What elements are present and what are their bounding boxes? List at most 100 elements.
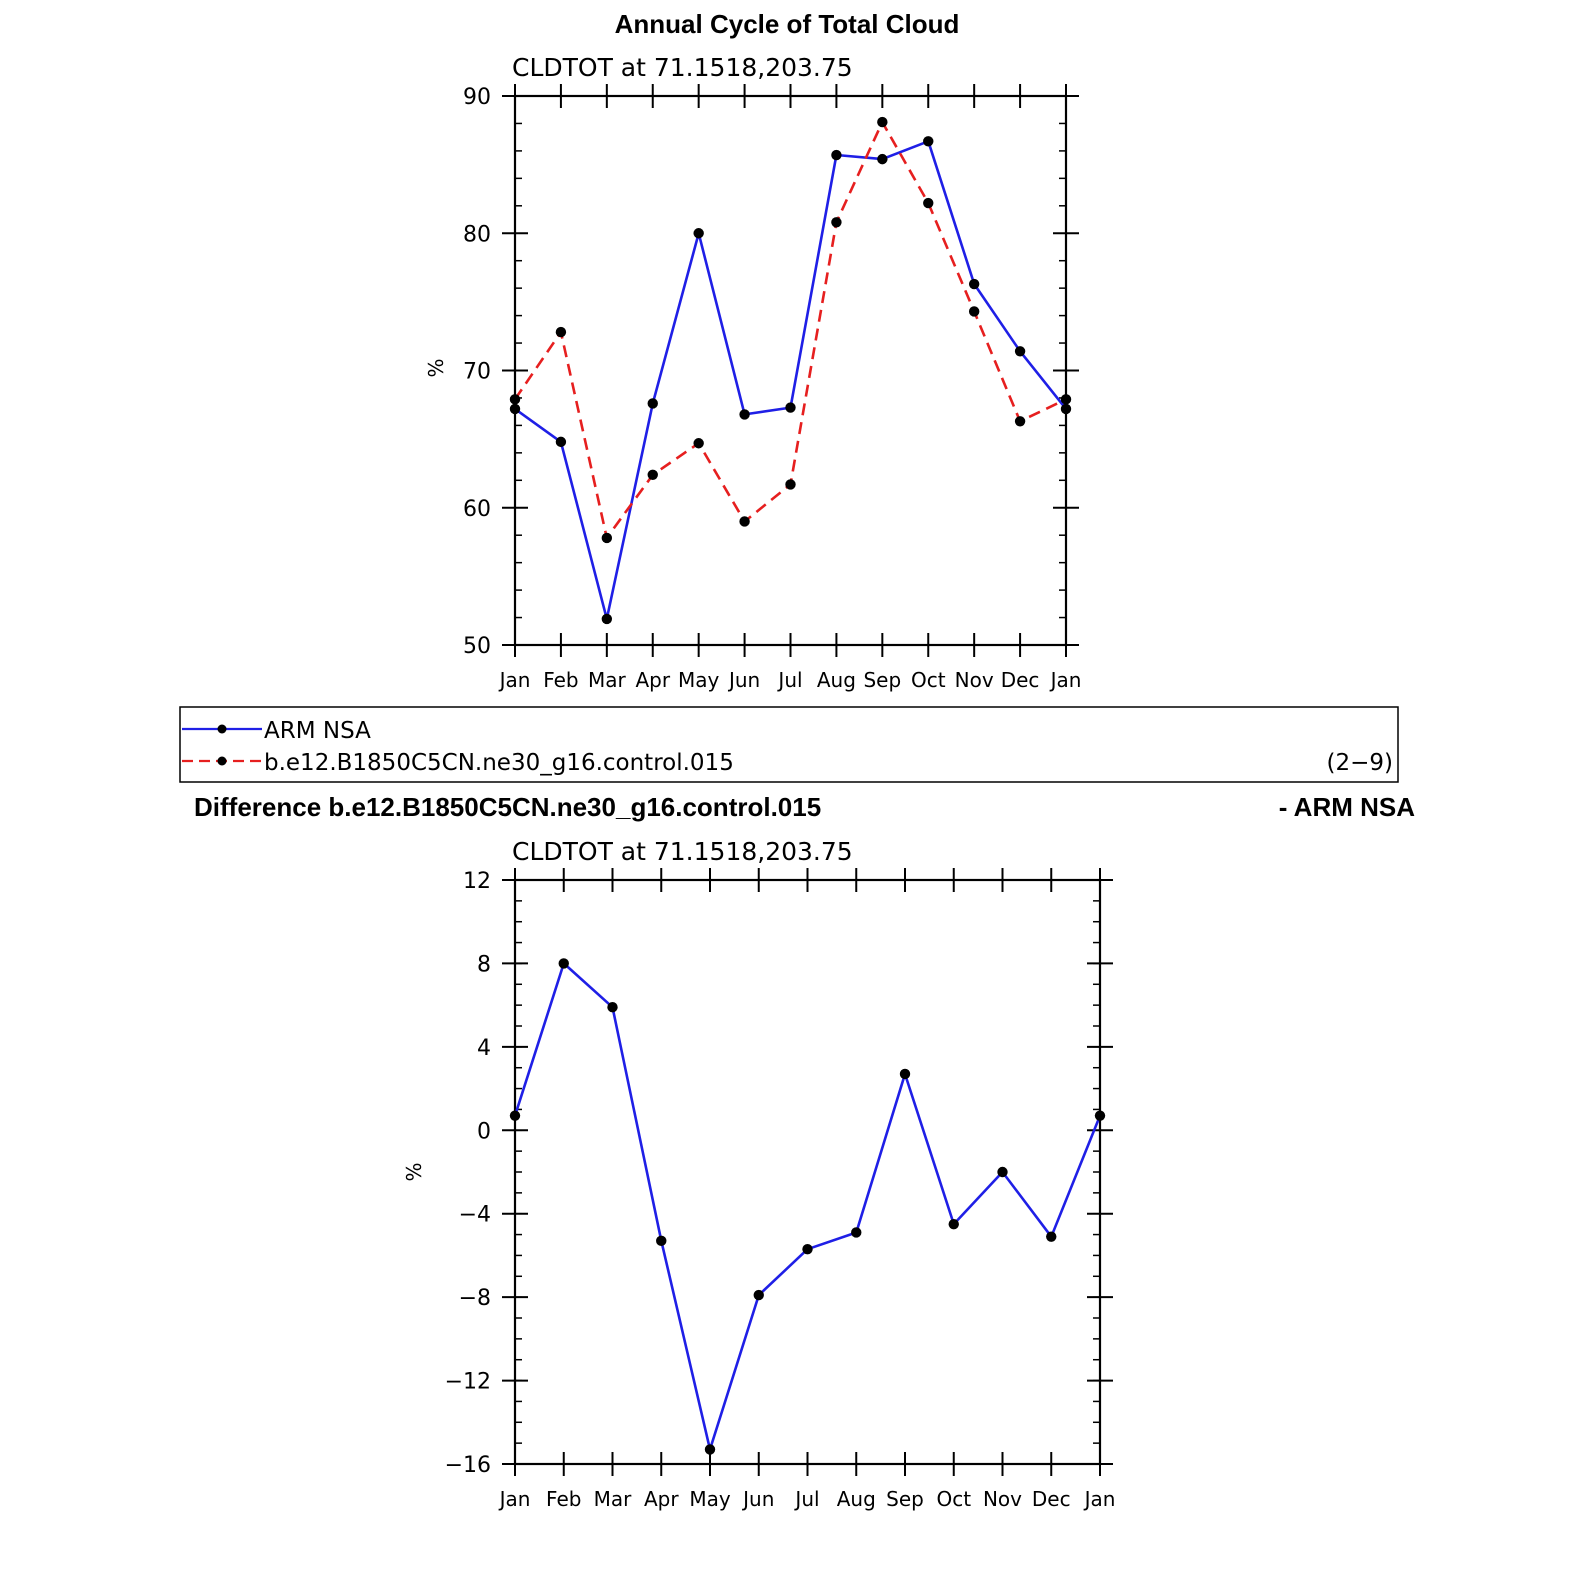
top-chart-x-tick-label: Nov [955,668,994,692]
top-chart-series-0-point [831,149,842,161]
top-chart-y-tick-label: 90 [463,85,491,110]
top-chart-plot-frame [513,94,1068,647]
top-chart-x-tick-label: Aug [817,668,856,692]
top-chart-series-line-0 [514,140,1068,621]
bottom-chart-y-axis-label: % [402,1162,426,1181]
top-chart-series-1-point [1014,416,1026,427]
bottom-chart-series-0-point [899,1068,911,1080]
top-chart-series-0-point [968,278,980,290]
legend-marker-arm-nsa [217,724,227,734]
top-chart-title: Annual Cycle of Total Cloud [615,9,960,39]
bottom-chart-series-0-point [851,1227,862,1238]
top-chart-y-tick-label: 70 [463,360,491,385]
bottom-chart-y-tick-label: 12 [463,869,491,894]
top-chart-series-0-point [555,436,567,448]
bottom-chart-y-tick-label: 8 [477,952,491,977]
top-chart-series-1-point [877,116,888,128]
top-chart-series-0-point [877,153,888,165]
top-chart-x-tick-label: Apr [635,668,670,692]
bottom-chart-y-tick-label: 0 [477,1119,491,1144]
bottom-chart-series-0-point [802,1243,813,1255]
top-chart-series-1-point [601,532,613,544]
bottom-chart-x-tick-label: Dec [1032,1487,1071,1511]
top-chart-x-tick-label: Mar [588,668,627,692]
top-chart-series-1-point [509,394,521,405]
top-chart-series-1-point [785,479,796,490]
bottom-chart-x-tick-label: Apr [644,1487,679,1511]
bottom-chart-plot: −16 −12 −8 −4 0 4 8 12 Jan Feb Mar Apr May Jun Jul Aug S… [445,868,1116,1511]
top-chart-series-1-point [693,438,704,449]
top-chart-plot: 50 60 70 80 90 Jan Feb Mar Apr May Jun Jul Aug Sep Oct… [463,84,1081,692]
bottom-chart-series-line-0 [513,962,1102,1451]
top-chart-series-1-point [739,516,750,527]
top-chart-x-tick-label: Sep [863,668,901,692]
bottom-chart-x-tick-label: Oct [936,1487,971,1511]
bottom-chart-series-0-point [948,1218,959,1230]
bottom-chart-x-tick-label: Sep [886,1487,924,1511]
top-chart-x-tick-label: Jun [727,668,760,692]
bottom-chart-series-0-point [656,1235,667,1247]
top-chart-x-tick-label: May [678,668,720,692]
bottom-chart-x-tick-label: Jun [741,1487,774,1511]
top-chart-x-tick-label: Oct [911,668,946,692]
top-chart-x-tick-label: Dec [1001,668,1040,692]
top-chart-series-0-point [1014,346,1026,357]
bottom-chart-subtitle: CLDTOT at 71.1518,203.75 [512,837,853,866]
bottom-chart-y-tick-label: −12 [445,1370,491,1395]
bottom-chart-y-tick-label: −16 [445,1453,491,1478]
bottom-chart-x-tick-label: Nov [983,1487,1022,1511]
bottom-chart-x-tick-label: Mar [594,1487,633,1511]
top-chart-series-1-point [1060,394,1072,405]
top-chart-subtitle: CLDTOT at 71.1518,203.75 [512,53,853,82]
top-chart-series-1-point [647,469,658,481]
bottom-chart-y-tick-label: 4 [477,1036,491,1061]
top-chart-series-0-point [601,613,613,625]
bottom-chart-x-tick-label: Jan [498,1487,531,1511]
top-chart-series-0-point [739,409,750,420]
top-chart-series-0-point [785,402,796,413]
top-chart-y-tick-label: 80 [463,222,491,247]
bottom-chart-series-0-point [558,958,569,969]
bottom-chart-series-0-point [704,1444,716,1455]
top-chart-series-0-point [693,228,704,239]
top-chart-series-0-point [1060,403,1072,415]
bottom-chart-x-tick-label: Aug [837,1487,876,1511]
bottom-chart-title-suffix: - ARM NSA [1279,792,1415,822]
top-chart-y-tick-label: 60 [463,497,491,522]
top-chart-x-tick-label: Jul [776,668,802,692]
top-chart-series-1-point [923,197,934,209]
legend: ARM NSA b.e12.B1850C5CN.ne30_g16.control… [179,706,1399,783]
top-chart-series-1-point [968,306,980,317]
top-chart-x-tick-label: Jan [1049,668,1082,692]
bottom-chart-x-tick-label: May [689,1487,731,1511]
top-chart-x-tick-label: Feb [543,668,578,692]
top-chart-series-1-point [831,217,842,228]
top-chart-series-line-1 [513,120,1067,540]
bottom-chart-x-tick-label: Feb [546,1487,581,1511]
bottom-chart-plot-frame [513,878,1102,1466]
legend-label-model: b.e12.B1850C5CN.ne30_g16.control.015 [264,750,734,776]
legend-note: (2−9) [1327,750,1393,776]
legend-label-arm-nsa: ARM NSA [264,718,371,744]
bottom-chart-x-tick-label: Jul [793,1487,819,1511]
bottom-chart-x-tick-label: Jan [1083,1487,1116,1511]
bottom-chart-series-0-point [997,1166,1008,1178]
bottom-chart-series-0-point [509,1110,521,1121]
bottom-chart-title: Difference b.e12.B1850C5CN.ne30_g16.cont… [194,792,821,822]
bottom-chart-y-tick-label: −4 [459,1203,491,1228]
bottom-chart-series-0-point [1094,1110,1106,1121]
top-chart-x-tick-label: Jan [498,668,531,692]
top-chart-y-tick-label: 50 [463,634,491,659]
bottom-chart-series-0-point [753,1289,764,1301]
legend-marker-model [217,756,227,766]
top-chart-series-0-point [923,136,934,147]
legend-box [179,706,1399,783]
top-chart-series-1-point [555,326,567,338]
bottom-chart-series-0-point [1046,1231,1057,1242]
bottom-chart-series-0-point [607,1002,618,1013]
bottom-chart-y-tick-label: −8 [459,1286,491,1311]
top-chart-y-axis-label: % [424,358,448,377]
top-chart-series-0-point [509,403,521,415]
top-chart-series-0-point [647,398,658,409]
